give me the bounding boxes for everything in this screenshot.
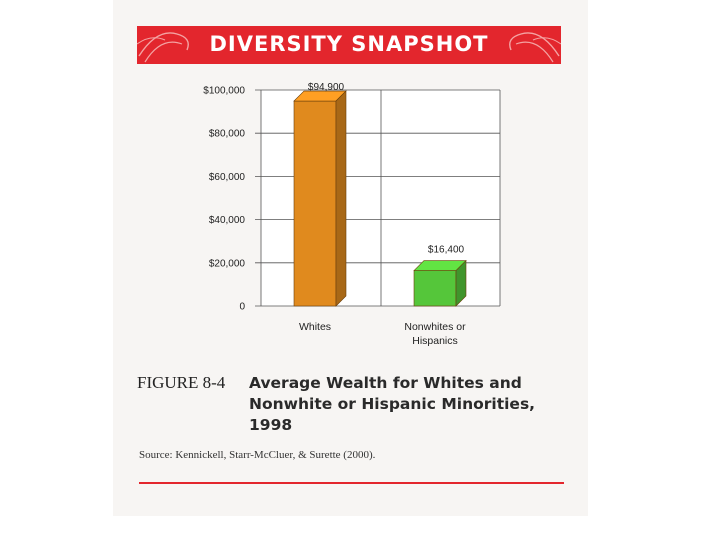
figure-source: Source: Kennickell, Starr-McCluer, & Sur… [139,449,376,461]
y-tick-label: $100,000 [203,86,245,97]
data-label: $16,400 [428,245,465,256]
y-tick-label: $60,000 [209,172,246,183]
y-tick-label: $80,000 [209,129,246,140]
bar [413,270,457,307]
bar-side-face [335,90,347,307]
bar [293,100,337,307]
figure-number: FIGURE 8-4 [137,373,226,392]
banner-title: DIVERSITY SNAPSHOT [209,32,489,56]
x-tick-label: Nonwhites or [404,321,466,333]
y-tick-label: $40,000 [209,215,246,226]
x-tick-label: Whites [299,321,331,333]
y-tick-label: $20,000 [209,258,246,269]
banner-left-ornament [137,32,189,63]
x-tick-label: Hispanics [412,335,458,347]
banner-right-ornament [509,32,561,63]
bar-side-face [455,259,467,307]
y-tick-label: 0 [239,302,245,313]
figure-title: Average Wealth for Whites and Nonwhite o… [249,374,536,434]
data-label: $94,900 [308,82,345,93]
divider-rule [139,482,564,484]
bar-chart: 0 $20,000 $40,000 $60,000 $80,000 $100,000 $94… [203,82,501,347]
banner: DIVERSITY SNAPSHOT [137,26,561,64]
